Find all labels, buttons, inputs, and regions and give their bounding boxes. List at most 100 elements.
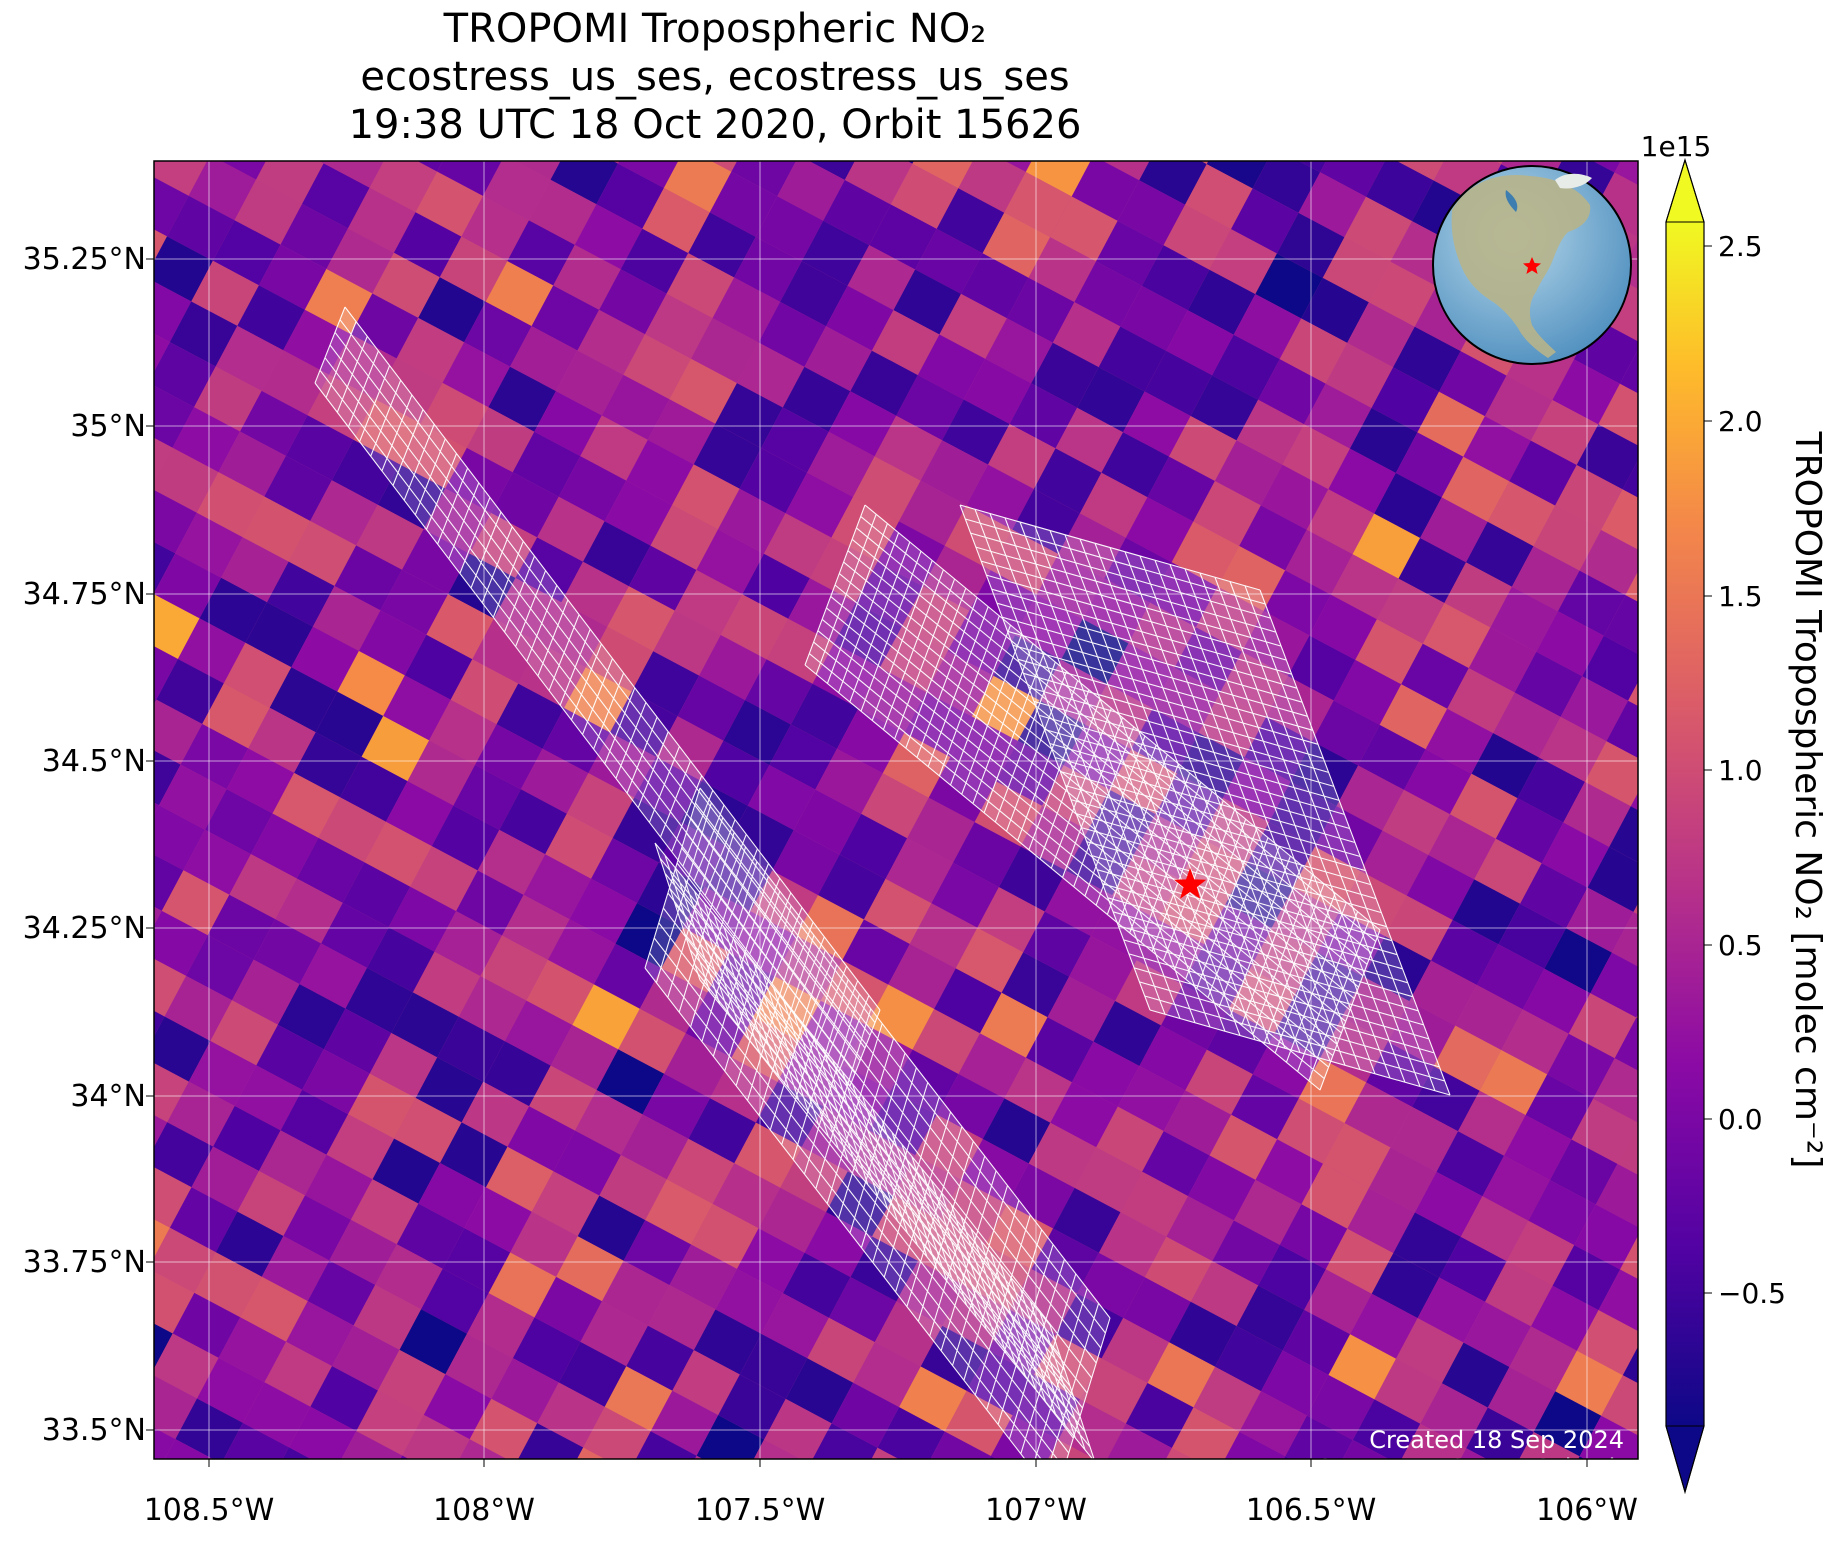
- no2-pixel: [1206, 1009, 1275, 1075]
- hudson-bay: [1505, 190, 1518, 212]
- no2-pixel: [693, 1309, 762, 1375]
- no2-pixel: [1466, 1407, 1534, 1459]
- no2-pixel: [415, 1057, 484, 1123]
- no2-pixel: [188, 1041, 257, 1106]
- no2-pixel: [893, 269, 961, 335]
- no2-pixel: [1519, 1432, 1580, 1459]
- no2-pixel: [232, 959, 300, 1025]
- no2-pixel: [169, 301, 238, 367]
- no2-pixel: [1390, 1106, 1458, 1172]
- no2-pixel: [550, 161, 618, 205]
- no2-pixel: [958, 1033, 1026, 1099]
- no2-pixel: [417, 161, 443, 172]
- no2-pixel: [1163, 204, 1231, 270]
- no2-pixel: [1328, 448, 1396, 514]
- no2-pixel: [323, 161, 384, 188]
- no2-pixel: [154, 1227, 216, 1293]
- no2-pixel: [1606, 700, 1638, 759]
- no2-pixel: [828, 1277, 897, 1343]
- no2-pixel: [38, 440, 106, 505]
- no2-pixel: [1414, 1171, 1483, 1237]
- no2-pixel: [556, 1236, 624, 1302]
- no2-pixel: [950, 716, 1018, 782]
- no2-pixel: [1293, 846, 1361, 912]
- no2-pixel: [1055, 1293, 1124, 1359]
- created-note: Created 18 Sep 2024: [1369, 1426, 1624, 1454]
- no2-pixel: [988, 424, 1056, 489]
- no2-pixel: [167, 1081, 235, 1147]
- no2-pixel: [1050, 1082, 1118, 1148]
- no2-pixel: [531, 285, 600, 351]
- no2-pixel: [459, 90, 527, 155]
- no2-pixel: [367, 42, 435, 107]
- no2-pixel: [154, 910, 208, 976]
- no2-pixel: [283, 309, 351, 375]
- no2-pixel: [415, 171, 483, 237]
- no2-pixel: [672, 1350, 740, 1416]
- no2-pixel: [1460, 1448, 1487, 1459]
- no2-pixel: [172, 1292, 241, 1358]
- no2-pixel: [372, 252, 440, 318]
- no2-pixel: [367, 927, 435, 993]
- no2-pixel: [1584, 741, 1638, 807]
- no2-pixel: [1175, 1513, 1243, 1543]
- no2-pixel: [1603, 595, 1638, 654]
- no2-pixel: [282, 1447, 311, 1459]
- no2-pixel: [585, 626, 654, 692]
- no2-pixel: [631, 651, 700, 717]
- no2-pixel: [737, 1228, 805, 1294]
- no2-pixel: [1366, 161, 1434, 222]
- no2-pixel: [1650, 1505, 1718, 1543]
- no2-pixel: [1314, 806, 1383, 872]
- no2-pixel: [1147, 456, 1215, 522]
- no2-pixel: [1004, 172, 1072, 238]
- no2-pixel: [1517, 757, 1585, 823]
- no2-pixel: [458, 976, 527, 1042]
- no2-pixel: [1263, 570, 1331, 636]
- no2-pixel: [154, 594, 200, 659]
- no2-pixel: [1541, 822, 1610, 888]
- no2-pixel: [196, 472, 265, 538]
- no2-pixel: [1128, 602, 1196, 668]
- no2-pixel: [407, 740, 475, 806]
- no2-pixel: [226, 748, 295, 814]
- no2-pixel: [982, 212, 1051, 278]
- no2-pixel: [718, 488, 786, 554]
- no2-pixel: [154, 906, 162, 926]
- no2-pixel: [534, 391, 602, 457]
- no2-pixel: [56, 293, 124, 358]
- no2-pixel: [423, 1374, 492, 1440]
- no2-pixel: [623, 1220, 692, 1286]
- no2-pixel: [620, 1114, 689, 1180]
- no2-pixel: [869, 204, 937, 270]
- lon-tick: 106.5°W: [1246, 1493, 1377, 1528]
- no2-pixel: [154, 1427, 176, 1459]
- no2-pixel: [483, 161, 551, 221]
- no2-pixel: [818, 854, 886, 920]
- no2-pixel: [1552, 359, 1620, 425]
- no2-pixel: [38, 1325, 106, 1390]
- no2-pixel: [1053, 1187, 1121, 1253]
- no2-pixel: [340, 756, 408, 822]
- no2-pixel: [540, 1488, 608, 1543]
- lat-tick: 33.75°N: [23, 1245, 146, 1280]
- no2-pixel: [1047, 91, 1115, 156]
- no2-pixel: [1101, 432, 1169, 498]
- no2-pixel: [1514, 651, 1583, 717]
- no2-pixel: [188, 161, 257, 221]
- no2-pixel: [364, 821, 432, 887]
- no2-pixel: [1341, 976, 1410, 1042]
- no2-pixel: [1250, 42, 1318, 107]
- no2-pixel: [1009, 1269, 1078, 1335]
- no2-pixel: [780, 261, 848, 327]
- no2-pixel: [755, 1082, 824, 1147]
- no2-pixel: [1460, 1196, 1529, 1262]
- no2-pixel: [341, 1431, 403, 1459]
- no2-pixel: [272, 772, 340, 838]
- no2-pixel: [413, 66, 481, 131]
- no2-pixel: [154, 437, 173, 483]
- no2-pixel: [167, 195, 235, 261]
- north-america-landmass: [1451, 175, 1591, 358]
- no2-pixel: [720, 594, 789, 660]
- lat-tick: 35.25°N: [23, 242, 146, 277]
